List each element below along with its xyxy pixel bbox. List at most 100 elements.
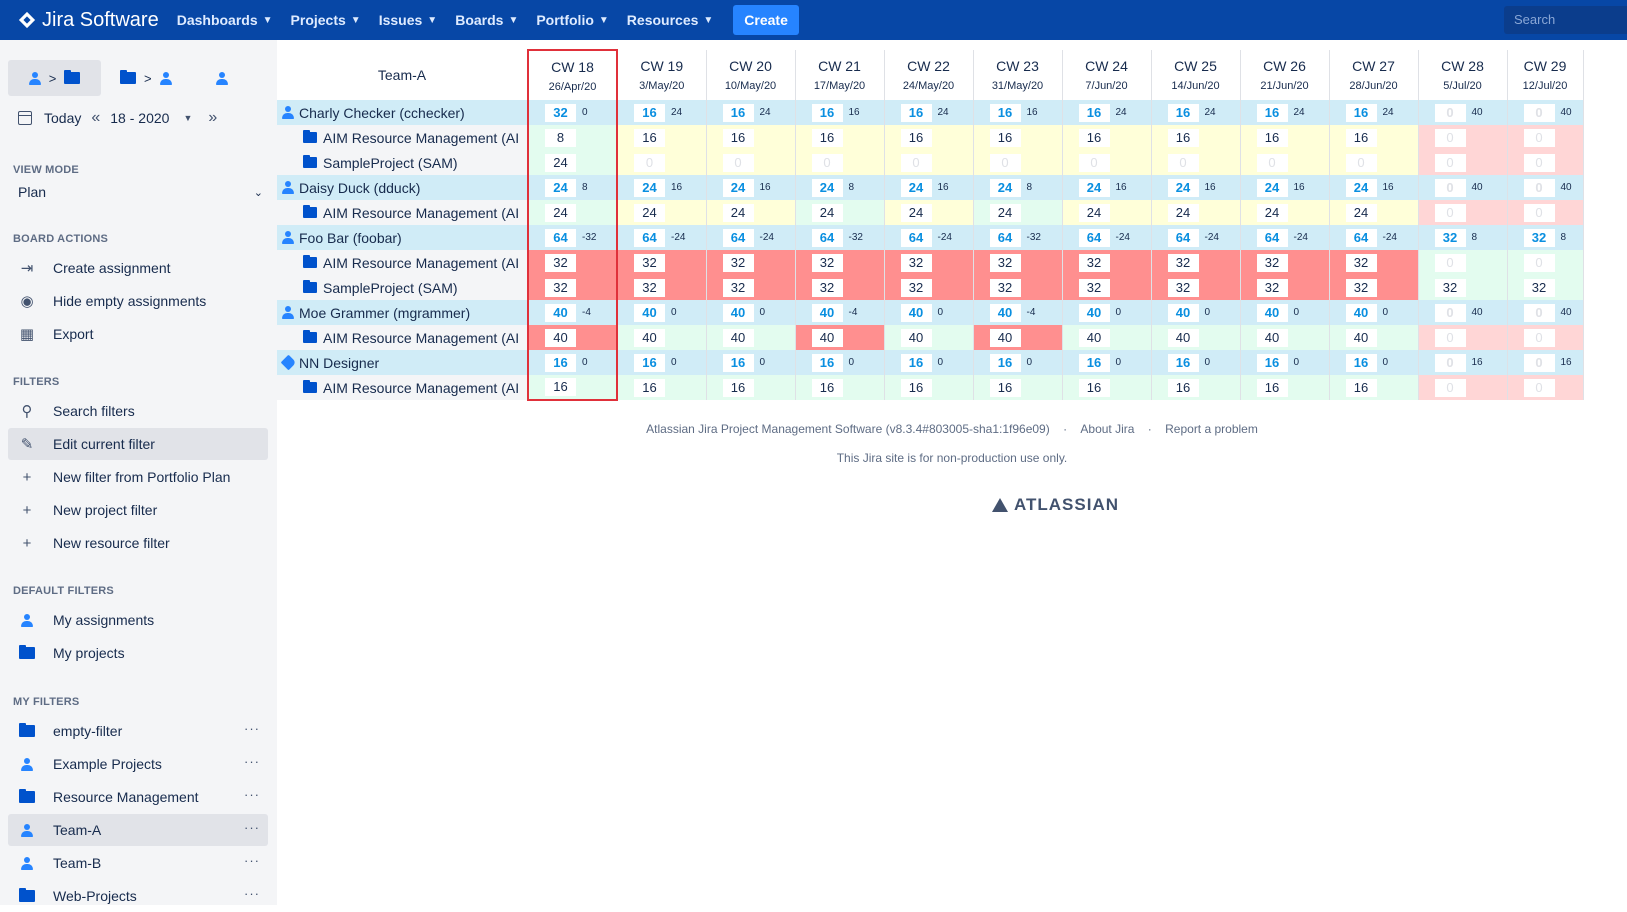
week-cell[interactable]: 32 8	[1507, 225, 1584, 250]
view-user-to-project-button[interactable]: >	[8, 60, 101, 96]
export-item[interactable]: ▦ Export	[19, 326, 94, 343]
week-cell[interactable]: 16 16	[795, 100, 885, 125]
nav-resources[interactable]: Resources ▼	[626, 12, 714, 28]
week-cell[interactable]: 40	[1062, 325, 1152, 350]
week-cell[interactable]: 64 -32	[527, 225, 618, 250]
week-cell[interactable]: 16 0	[1329, 350, 1419, 375]
week-cell[interactable]: 40	[1240, 325, 1330, 350]
week-cell[interactable]: 16 0	[1062, 350, 1152, 375]
more-icon[interactable]: ···	[244, 754, 260, 769]
week-cell[interactable]: 32	[1151, 275, 1241, 300]
new-project-filter-item[interactable]: + New project filter	[8, 494, 268, 526]
week-cell[interactable]: 0	[1418, 200, 1508, 225]
week-cell[interactable]: 24	[884, 200, 974, 225]
week-cell[interactable]: 0	[1507, 250, 1584, 275]
week-cell[interactable]: 32	[1240, 275, 1330, 300]
week-cell[interactable]: 32	[1507, 275, 1584, 300]
week-cell[interactable]: 16 0	[795, 350, 885, 375]
week-cell[interactable]: 0 40	[1507, 300, 1584, 325]
week-cell[interactable]: 16 24	[706, 100, 796, 125]
week-cell[interactable]: 32	[1240, 250, 1330, 275]
week-cell[interactable]: 40	[795, 325, 885, 350]
week-cell[interactable]: 24	[527, 200, 618, 225]
week-cell[interactable]: 0	[706, 150, 796, 175]
week-cell[interactable]: 24 16	[1062, 175, 1152, 200]
week-cell[interactable]: 40 0	[706, 300, 796, 325]
week-cell[interactable]: 32 8	[1418, 225, 1508, 250]
week-cell[interactable]: 32	[706, 250, 796, 275]
week-cell[interactable]: 0 40	[1418, 300, 1508, 325]
week-cell[interactable]: 16	[1151, 125, 1241, 150]
week-cell[interactable]: 64 -24	[884, 225, 974, 250]
week-cell[interactable]: 0	[1507, 125, 1584, 150]
week-cell[interactable]: 16	[1062, 125, 1152, 150]
week-cell[interactable]: 16	[617, 125, 707, 150]
week-cell[interactable]: 16 24	[1329, 100, 1419, 125]
week-cell[interactable]: 0	[1418, 250, 1508, 275]
week-cell[interactable]: 32	[795, 275, 885, 300]
week-cell[interactable]: 32	[973, 250, 1063, 275]
prev-week-icon[interactable]: «	[91, 109, 101, 126]
week-cell[interactable]: 16 0	[973, 350, 1063, 375]
row-name-cell[interactable]: Foo Bar (foobar)	[277, 225, 529, 250]
search-input[interactable]: Search	[1504, 6, 1627, 34]
week-cell[interactable]: 40 -4	[527, 300, 618, 325]
week-cell[interactable]: 24 16	[1240, 175, 1330, 200]
week-cell[interactable]: 32	[1151, 250, 1241, 275]
week-cell[interactable]: 24 16	[1151, 175, 1241, 200]
week-cell[interactable]: 0	[617, 150, 707, 175]
more-icon[interactable]: ···	[244, 721, 260, 736]
row-name-cell[interactable]: Daisy Duck (dduck)	[277, 175, 529, 200]
week-cell[interactable]: 24 8	[527, 175, 618, 200]
week-cell[interactable]: 64 -24	[617, 225, 707, 250]
more-icon[interactable]: ···	[244, 820, 260, 835]
week-cell[interactable]: 32 0	[527, 100, 618, 125]
week-cell[interactable]: 32	[527, 250, 618, 275]
week-cell[interactable]: 64 -32	[973, 225, 1063, 250]
week-cell[interactable]: 0	[795, 150, 885, 175]
week-cell[interactable]: 0 40	[1507, 100, 1584, 125]
nav-projects[interactable]: Projects ▼	[290, 12, 361, 28]
week-cell[interactable]: 16	[617, 375, 707, 400]
week-cell[interactable]: 16 24	[1062, 100, 1152, 125]
nav-dashboards[interactable]: Dashboards ▼	[176, 12, 273, 28]
caret-down-icon[interactable]: ▼	[183, 113, 193, 123]
week-cell[interactable]: 0 40	[1418, 100, 1508, 125]
edit-current-filter-item[interactable]: ✎ Edit current filter	[8, 428, 268, 460]
row-name-cell[interactable]: NN Designer	[277, 350, 529, 375]
week-cell[interactable]: 16 24	[1240, 100, 1330, 125]
search-filters-item[interactable]: ⚲ Search filters	[8, 395, 268, 427]
week-cell[interactable]: 16	[884, 375, 974, 400]
week-cell[interactable]: 16	[973, 375, 1063, 400]
week-cell[interactable]: 0	[1329, 150, 1419, 175]
week-cell[interactable]: 16	[973, 125, 1063, 150]
week-cell[interactable]: 0 40	[1418, 175, 1508, 200]
week-cell[interactable]: 0	[1507, 200, 1584, 225]
week-cell[interactable]: 24	[1240, 200, 1330, 225]
week-cell[interactable]: 24 16	[617, 175, 707, 200]
folder-icon[interactable]	[120, 70, 136, 84]
week-cell[interactable]: 16	[795, 125, 885, 150]
week-cell[interactable]: 40	[617, 325, 707, 350]
new-filter-portfolio-item[interactable]: + New filter from Portfolio Plan	[8, 461, 268, 493]
week-cell[interactable]: 24	[1062, 200, 1152, 225]
new-resource-filter-item[interactable]: + New resource filter	[8, 527, 268, 559]
week-cell[interactable]: 64 -32	[795, 225, 885, 250]
row-name-cell[interactable]: Charly Checker (cchecker)	[277, 100, 529, 125]
week-cell[interactable]: 0	[1507, 150, 1584, 175]
week-cell[interactable]: 32	[884, 275, 974, 300]
week-cell[interactable]: 24	[795, 200, 885, 225]
week-cell[interactable]: 0 16	[1418, 350, 1508, 375]
week-cell[interactable]: 32	[1418, 275, 1508, 300]
week-cell[interactable]: 32	[617, 250, 707, 275]
week-cell[interactable]: 32	[1329, 250, 1419, 275]
week-cell[interactable]: 24	[527, 150, 618, 175]
row-name-cell[interactable]: AIM Resource Management (AI	[277, 125, 529, 150]
week-cell[interactable]: 64 -24	[1240, 225, 1330, 250]
week-cell[interactable]: 16 0	[617, 350, 707, 375]
week-cell[interactable]: 16	[706, 375, 796, 400]
week-cell[interactable]: 32	[527, 275, 618, 300]
week-cell[interactable]: 32	[706, 275, 796, 300]
week-cell[interactable]: 16 0	[1151, 350, 1241, 375]
week-cell[interactable]: 40 0	[1151, 300, 1241, 325]
